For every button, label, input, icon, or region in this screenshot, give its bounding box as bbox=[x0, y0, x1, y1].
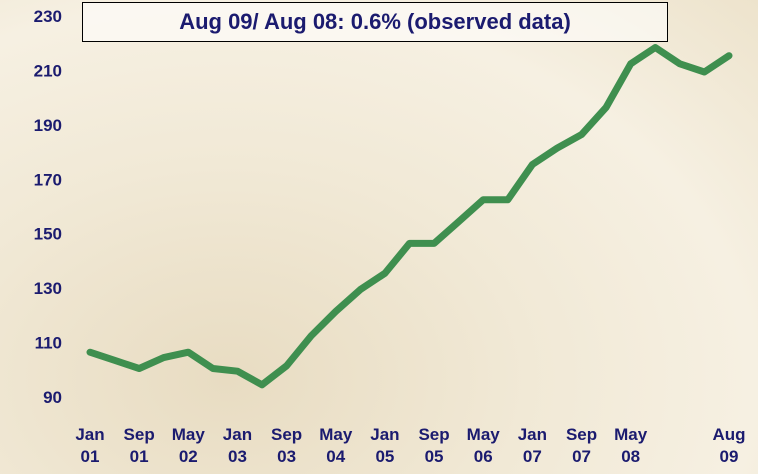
x-tick-label: Sep 05 bbox=[412, 424, 456, 468]
data-line bbox=[90, 48, 729, 385]
y-tick-label: 110 bbox=[35, 333, 62, 352]
chart: 90 110 130 150 170 190 210 230 Aug 09/ Aug 08: … bbox=[0, 0, 758, 474]
y-tick-label: 210 bbox=[34, 61, 62, 80]
x-tick-label: Jan 05 bbox=[363, 424, 407, 468]
x-tick-label: May 06 bbox=[461, 424, 505, 468]
chart-title: Aug 09/ Aug 08: 0.6% (observed data) bbox=[82, 2, 668, 42]
x-tick-label: Sep 07 bbox=[560, 424, 604, 468]
x-tick-label: Jan 07 bbox=[510, 424, 554, 468]
y-tick-label: 190 bbox=[34, 116, 62, 135]
x-tick-label: May 02 bbox=[166, 424, 210, 468]
x-tick-label: Sep 01 bbox=[117, 424, 161, 468]
y-tick-label: 170 bbox=[34, 170, 62, 189]
x-tick-label: May 04 bbox=[314, 424, 358, 468]
x-tick-label: Sep 03 bbox=[265, 424, 309, 468]
y-tick-label: 150 bbox=[34, 225, 62, 244]
x-tick-label: Jan 01 bbox=[68, 424, 112, 468]
x-tick-label: Aug 09 bbox=[707, 424, 751, 468]
x-tick-label: May 08 bbox=[609, 424, 653, 468]
y-tick-label: 230 bbox=[34, 7, 62, 26]
x-tick-label: Jan 03 bbox=[215, 424, 259, 468]
plot: 90 110 130 150 170 190 210 230 bbox=[0, 0, 758, 474]
y-tick-label: 90 bbox=[43, 388, 62, 407]
y-tick-label: 130 bbox=[34, 279, 62, 298]
